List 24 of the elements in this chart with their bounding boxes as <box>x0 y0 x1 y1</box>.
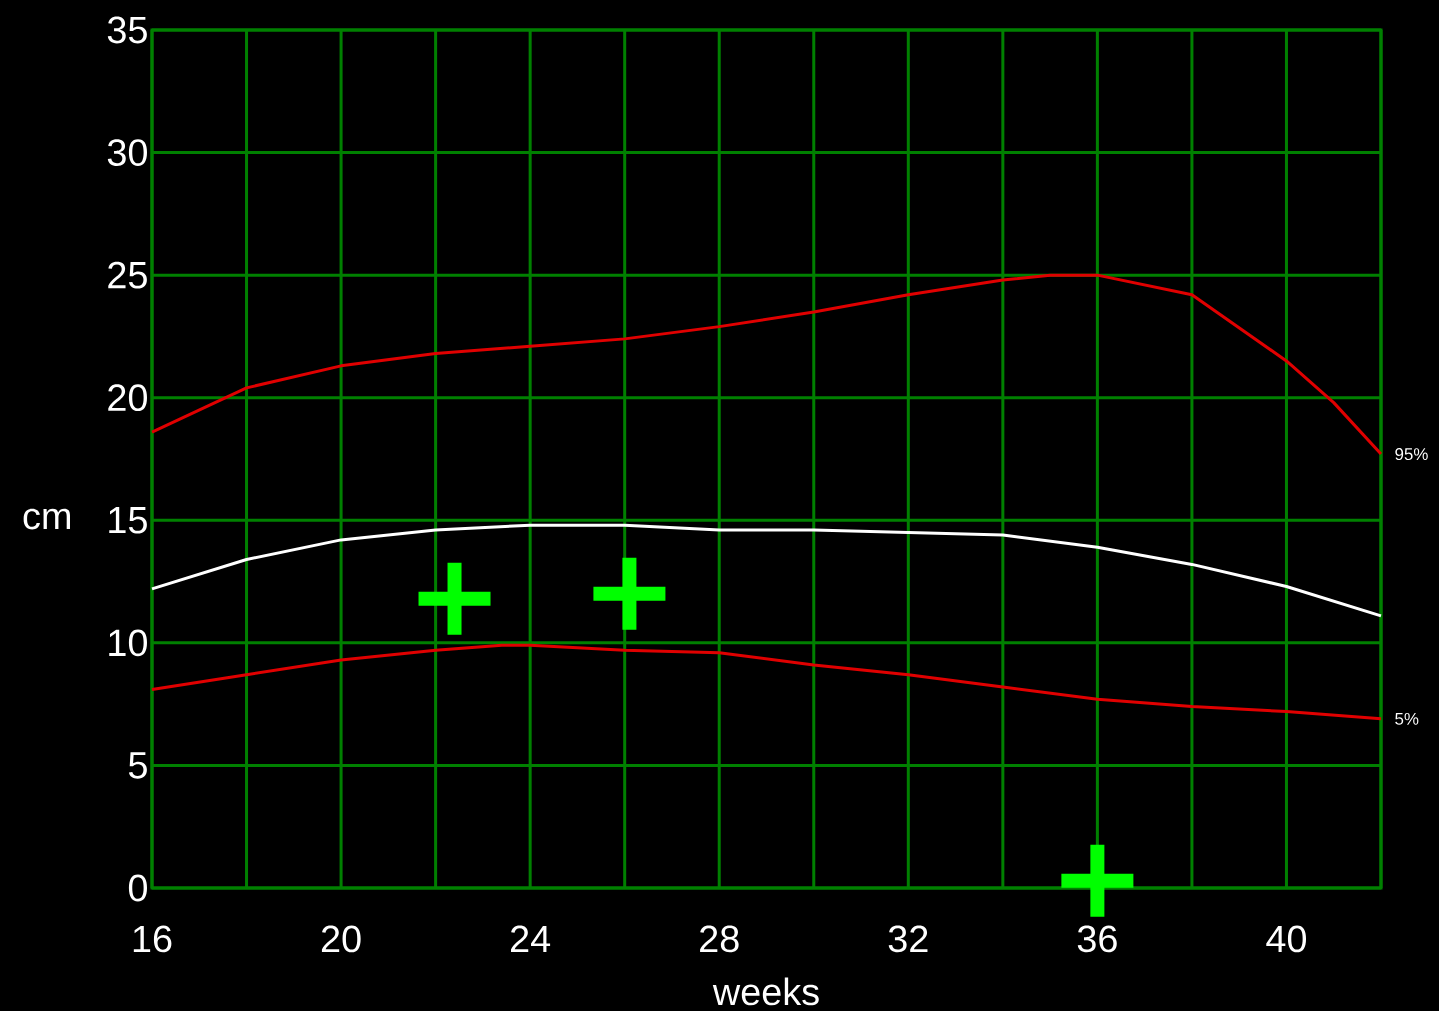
series-label: 5% <box>1395 712 1419 725</box>
x-tick-label: 16 <box>133 925 172 953</box>
series-label: 95% <box>1395 448 1428 461</box>
y-tick-label: 30 <box>107 139 147 166</box>
y-axis-title: cm <box>23 508 70 530</box>
point <box>418 562 491 635</box>
x-tick-label: 40 <box>1266 925 1307 953</box>
y-tick-label: 5 <box>128 752 147 779</box>
y-tick-label: 10 <box>109 629 147 657</box>
x-tick-label: 24 <box>511 925 551 952</box>
y-tick-label: 35 <box>107 16 147 44</box>
x-tick-label: 20 <box>321 925 361 953</box>
point <box>1061 844 1134 917</box>
line-series <box>150 643 1383 721</box>
x-tick-label: 32 <box>888 925 928 953</box>
y-tick-label: 25 <box>108 261 147 289</box>
y-tick-label: 15 <box>109 507 147 534</box>
x-axis-title: weeks <box>712 977 819 1006</box>
line-series <box>150 273 1383 456</box>
x-tick-label: 36 <box>1077 925 1117 953</box>
x-tick-label: 28 <box>700 925 739 953</box>
y-tick-label: 0 <box>128 874 147 902</box>
point <box>593 557 666 630</box>
y-tick-label: 20 <box>108 384 147 412</box>
